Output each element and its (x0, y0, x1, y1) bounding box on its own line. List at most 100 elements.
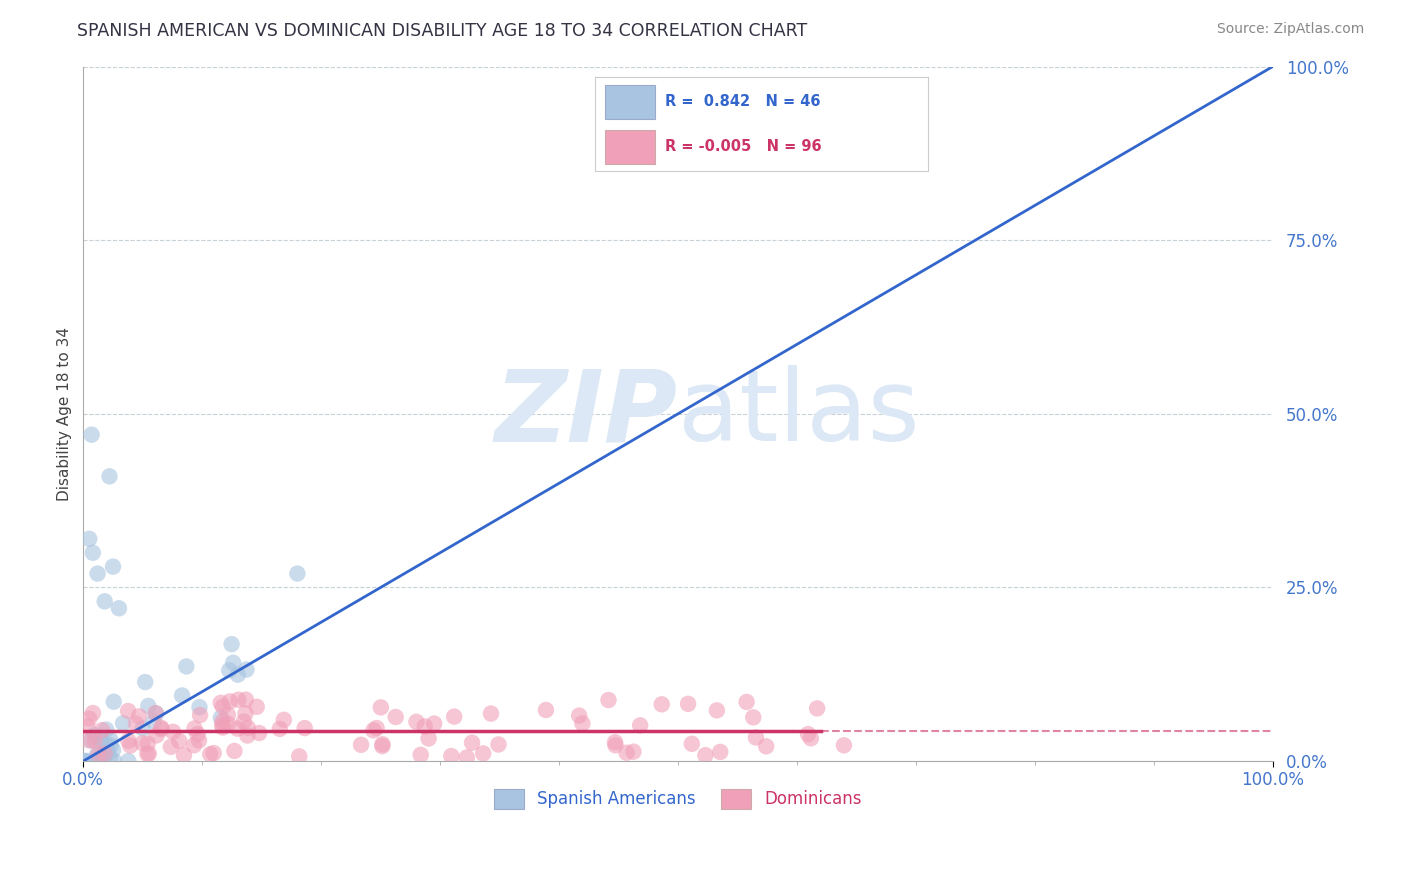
Point (571, 716, 593, 731)
Point (83, 728, 105, 742)
Point (98, 732, 121, 747)
Point (77, 733, 100, 747)
Point (76, 719, 98, 733)
Point (479, 706, 502, 721)
Point (247, 726, 270, 740)
Point (101, 559, 124, 574)
Point (173, 748, 195, 763)
Point (246, 699, 269, 714)
Point (232, 714, 254, 729)
Point (77, 712, 100, 726)
Text: SPANISH AMERICAN VS DOMINICAN DISABILITY AGE 18 TO 34 CORRELATION CHART: SPANISH AMERICAN VS DOMINICAN DISABILITY… (77, 22, 807, 40)
Point (145, 706, 167, 721)
Point (150, 722, 173, 736)
Point (350, 738, 373, 752)
Point (108, 601, 131, 615)
Text: ZIP: ZIP (495, 366, 678, 462)
Point (96, 723, 118, 737)
Point (217, 716, 239, 731)
Point (209, 696, 232, 710)
Point (217, 707, 239, 722)
Point (695, 748, 717, 763)
Point (136, 737, 159, 751)
Point (138, 747, 160, 761)
Point (132, 722, 155, 736)
Point (188, 733, 211, 747)
Point (136, 747, 159, 761)
Point (651, 698, 673, 712)
Point (287, 566, 309, 581)
Point (745, 731, 768, 745)
Point (211, 714, 233, 729)
Point (371, 737, 394, 751)
Point (218, 663, 240, 677)
Point (456, 750, 478, 764)
Point (806, 701, 828, 715)
Point (488, 738, 510, 752)
Point (82, 706, 104, 720)
Point (167, 734, 190, 748)
Point (623, 745, 645, 759)
Point (117, 704, 139, 718)
Point (87, 747, 110, 762)
Point (472, 747, 495, 761)
Point (221, 637, 243, 651)
Point (75, 754, 97, 768)
Point (628, 718, 651, 732)
Point (117, 754, 139, 768)
Point (138, 698, 160, 713)
Point (236, 729, 259, 743)
Point (202, 746, 225, 760)
Point (176, 659, 198, 673)
Point (676, 697, 699, 711)
Point (103, 695, 125, 709)
Point (200, 747, 222, 762)
Point (77, 532, 100, 546)
Point (534, 703, 557, 717)
Point (94, 738, 117, 752)
Point (235, 663, 257, 677)
Point (100, 739, 122, 753)
Point (128, 709, 150, 723)
Point (82, 546, 104, 560)
Point (94, 743, 117, 757)
Point (366, 721, 388, 735)
Point (371, 739, 394, 753)
Point (440, 749, 463, 764)
Point (418, 731, 440, 746)
Point (98, 750, 121, 764)
Point (226, 667, 249, 681)
Point (145, 728, 167, 742)
Point (800, 731, 823, 746)
Point (125, 716, 148, 731)
Point (755, 739, 778, 754)
Point (363, 723, 385, 738)
Point (188, 700, 211, 714)
Point (211, 718, 233, 732)
Point (405, 714, 427, 729)
Point (409, 747, 432, 762)
Point (273, 713, 295, 727)
Point (86, 747, 108, 762)
Point (235, 706, 257, 721)
Point (236, 721, 259, 735)
Point (188, 708, 211, 723)
Point (735, 695, 758, 709)
Point (162, 724, 184, 739)
Point (568, 708, 591, 723)
Point (97, 746, 120, 760)
Point (83, 733, 105, 747)
Point (288, 749, 311, 764)
Point (598, 693, 620, 707)
Y-axis label: Disability Age 18 to 34: Disability Age 18 to 34 (58, 326, 72, 500)
Point (98, 469, 121, 483)
Point (224, 744, 246, 758)
Point (605, 739, 627, 753)
Point (86, 566, 108, 581)
Point (183, 739, 205, 753)
Text: Source: ZipAtlas.com: Source: ZipAtlas.com (1216, 22, 1364, 37)
Point (797, 727, 820, 741)
Point (235, 692, 257, 706)
Point (86, 754, 108, 768)
Point (226, 722, 249, 736)
